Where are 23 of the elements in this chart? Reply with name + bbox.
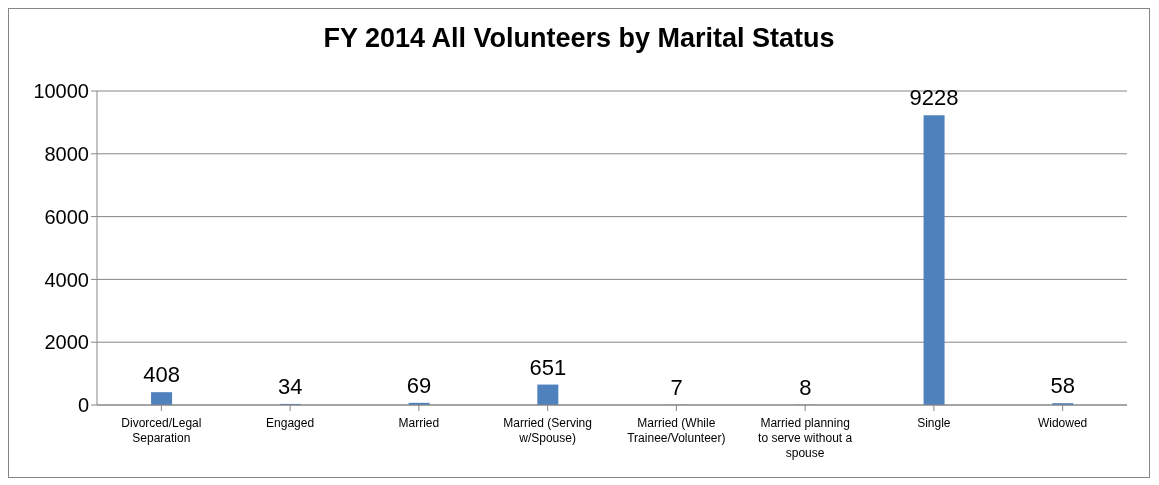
data-label: 34 bbox=[278, 373, 303, 399]
data-label: 58 bbox=[1050, 373, 1076, 399]
data-label: 408 bbox=[143, 362, 180, 388]
x-tick-label: Married (Serving w/Spouse) bbox=[503, 416, 592, 445]
y-tick-label: 6000 bbox=[44, 205, 89, 228]
chart-title: FY 2014 All Volunteers by Marital Status bbox=[322, 23, 836, 54]
data-label: 7 bbox=[670, 374, 683, 400]
y-tick-label: 8000 bbox=[44, 142, 89, 165]
x-tick-label: Divorced/Legal Separation bbox=[121, 416, 202, 445]
y-tick-label: 4000 bbox=[44, 268, 89, 291]
x-tick-label: Married (While Trainee/Volunteer) bbox=[627, 416, 726, 445]
x-tick-label: Married bbox=[398, 416, 440, 430]
y-tick-label: 0 bbox=[77, 394, 89, 417]
data-label: 9228 bbox=[909, 85, 959, 111]
x-tick-label: Married planning to serve without a spouse bbox=[758, 416, 853, 460]
data-label: 651 bbox=[529, 354, 567, 380]
x-tick-label: Engaged bbox=[266, 416, 315, 430]
y-tick-label: 10000 bbox=[33, 80, 89, 103]
x-tick-label: Widowed bbox=[1037, 416, 1088, 430]
data-label: 8 bbox=[799, 374, 812, 400]
y-tick-label: 2000 bbox=[44, 331, 89, 354]
x-tick-label: Single bbox=[917, 416, 951, 430]
data-label: 69 bbox=[406, 372, 432, 398]
